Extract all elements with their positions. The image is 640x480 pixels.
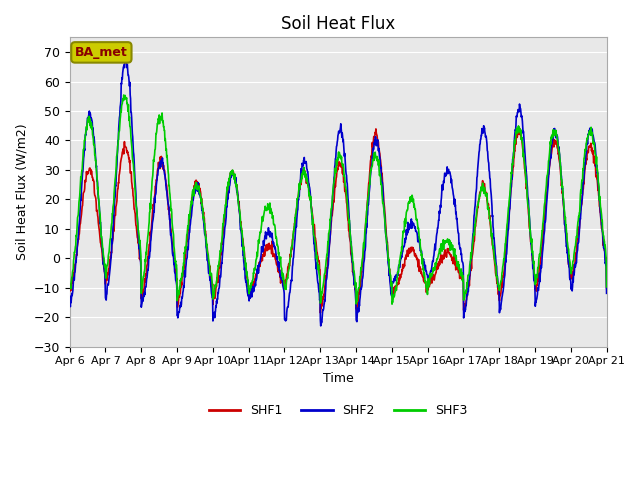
SHF2 xyxy=(129,149,137,155)
SHF1 xyxy=(314,257,322,263)
SHF3 xyxy=(66,283,74,289)
SHF3 xyxy=(129,161,137,167)
SHF2 xyxy=(108,253,115,259)
SHF2 xyxy=(603,290,611,296)
SHF2 xyxy=(317,323,324,329)
SHF1 xyxy=(516,126,524,132)
X-axis label: Time: Time xyxy=(323,372,353,385)
Line: SHF1: SHF1 xyxy=(70,129,607,313)
SHF3 xyxy=(372,153,380,159)
SHF3 xyxy=(315,262,323,268)
SHF3 xyxy=(603,284,611,290)
SHF3 xyxy=(294,195,301,201)
SHF2 xyxy=(294,207,301,213)
SHF3 xyxy=(108,224,115,230)
Title: Soil Heat Flux: Soil Heat Flux xyxy=(281,15,396,33)
SHF1 xyxy=(603,286,611,291)
SHF2 xyxy=(315,286,323,291)
SHF1 xyxy=(305,181,312,187)
SHF3 xyxy=(305,193,313,199)
SHF2 xyxy=(66,302,74,308)
SHF1 xyxy=(372,130,380,136)
SHF2 xyxy=(305,181,313,187)
Y-axis label: Soil Heat Flux (W/m2): Soil Heat Flux (W/m2) xyxy=(15,124,28,260)
Text: BA_met: BA_met xyxy=(75,46,128,59)
SHF2 xyxy=(372,139,380,144)
SHF1 xyxy=(317,310,324,316)
SHF3 xyxy=(388,301,396,307)
SHF1 xyxy=(294,201,301,206)
Line: SHF3: SHF3 xyxy=(70,95,607,304)
SHF1 xyxy=(129,193,137,199)
SHF3 xyxy=(120,92,127,98)
SHF1 xyxy=(108,249,115,255)
SHF2 xyxy=(122,55,130,60)
Legend: SHF1, SHF2, SHF3: SHF1, SHF2, SHF3 xyxy=(204,399,472,422)
SHF1 xyxy=(66,284,74,290)
Line: SHF2: SHF2 xyxy=(70,58,607,326)
